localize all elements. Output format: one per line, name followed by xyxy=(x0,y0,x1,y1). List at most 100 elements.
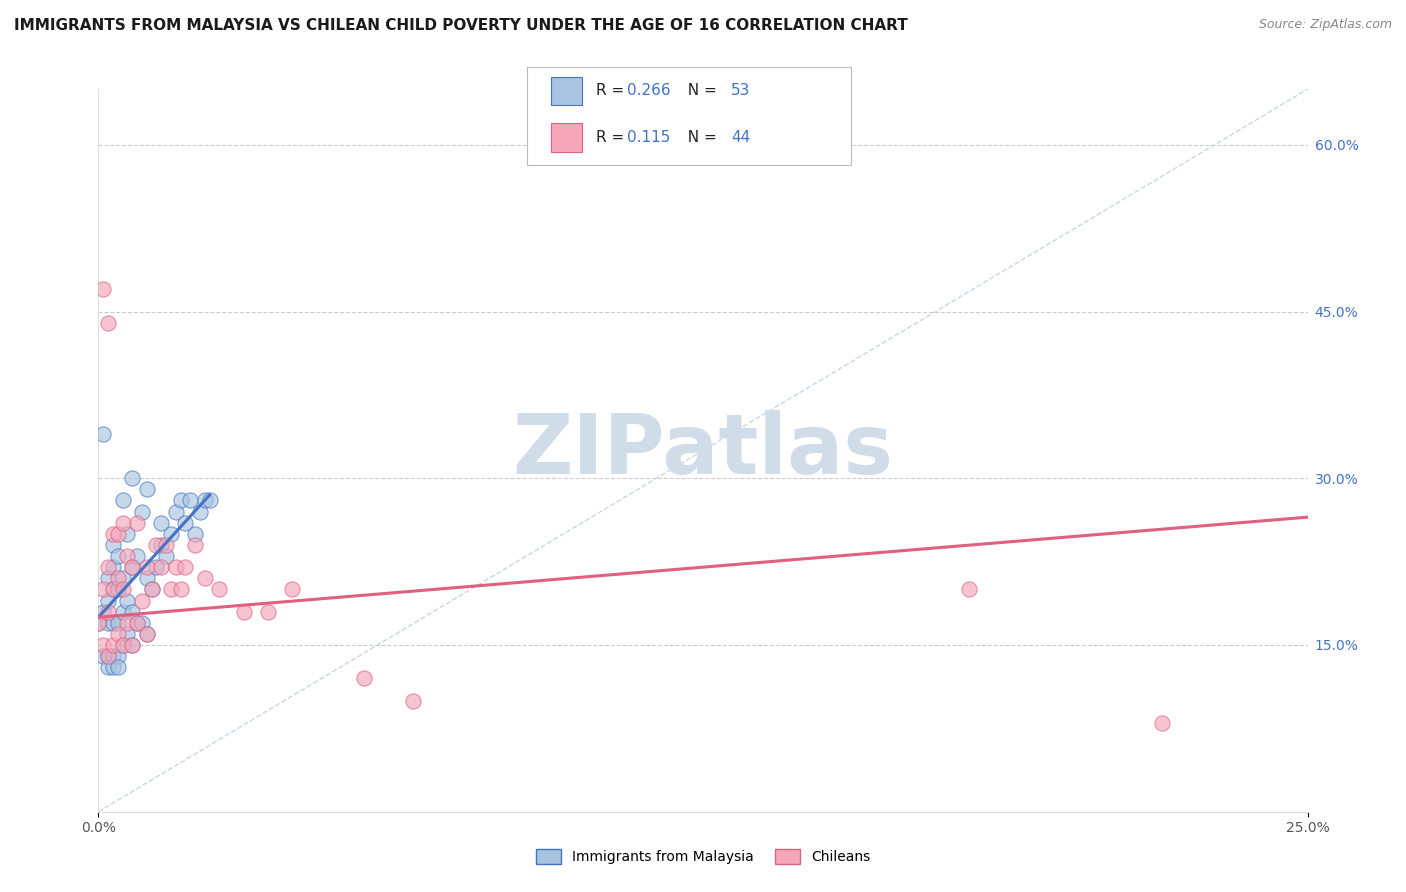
Point xyxy=(111,582,134,597)
Point xyxy=(150,560,173,574)
Point xyxy=(101,638,124,652)
Point xyxy=(188,505,211,519)
Point xyxy=(127,615,149,630)
Point xyxy=(91,649,114,664)
Point xyxy=(165,505,187,519)
Text: R =: R = xyxy=(596,84,630,98)
Point xyxy=(101,582,124,597)
Point xyxy=(141,582,163,597)
Point xyxy=(121,560,143,574)
Text: 53: 53 xyxy=(731,84,751,98)
Point xyxy=(97,560,120,574)
Point xyxy=(281,582,304,597)
Point xyxy=(150,538,173,552)
Point xyxy=(155,549,177,563)
Point xyxy=(117,593,139,607)
Point xyxy=(141,582,163,597)
Point xyxy=(101,538,124,552)
Point xyxy=(107,615,129,630)
Point xyxy=(111,493,134,508)
Point xyxy=(101,582,124,597)
Point xyxy=(121,471,143,485)
Point xyxy=(107,649,129,664)
Point xyxy=(194,571,217,585)
Point xyxy=(97,615,120,630)
Text: Source: ZipAtlas.com: Source: ZipAtlas.com xyxy=(1258,18,1392,31)
Point xyxy=(97,605,120,619)
Point xyxy=(160,582,183,597)
Point xyxy=(117,627,139,641)
Point xyxy=(155,538,177,552)
Text: IMMIGRANTS FROM MALAYSIA VS CHILEAN CHILD POVERTY UNDER THE AGE OF 16 CORRELATIO: IMMIGRANTS FROM MALAYSIA VS CHILEAN CHIL… xyxy=(14,18,908,33)
Point xyxy=(353,671,375,685)
Point xyxy=(145,560,167,574)
Point xyxy=(121,560,143,574)
Point xyxy=(145,538,167,552)
Point xyxy=(91,605,114,619)
Point xyxy=(107,526,129,541)
Point xyxy=(402,693,425,707)
Point xyxy=(174,516,197,530)
Point xyxy=(135,571,157,585)
Text: 0.266: 0.266 xyxy=(627,84,671,98)
Point xyxy=(111,638,134,652)
Point xyxy=(1152,715,1174,730)
Text: R =: R = xyxy=(596,130,634,145)
Point xyxy=(184,526,207,541)
Point xyxy=(107,571,129,585)
Point xyxy=(91,282,114,296)
Point xyxy=(121,638,143,652)
Point xyxy=(619,104,641,119)
Text: N =: N = xyxy=(678,130,721,145)
Point xyxy=(97,649,120,664)
Point xyxy=(135,627,157,641)
Point xyxy=(150,516,173,530)
Point xyxy=(107,582,129,597)
Point xyxy=(117,549,139,563)
Point xyxy=(198,493,221,508)
Point xyxy=(232,605,254,619)
Point xyxy=(208,582,231,597)
Point xyxy=(107,549,129,563)
Point xyxy=(91,638,114,652)
Point xyxy=(121,638,143,652)
Point xyxy=(97,571,120,585)
Point xyxy=(131,593,153,607)
Point xyxy=(111,516,134,530)
Point xyxy=(97,660,120,674)
Point xyxy=(194,493,217,508)
Point xyxy=(256,605,278,619)
Point xyxy=(160,526,183,541)
Point xyxy=(127,615,149,630)
Point xyxy=(131,615,153,630)
Point xyxy=(87,615,110,630)
Point xyxy=(169,493,191,508)
Point xyxy=(165,560,187,574)
Point xyxy=(101,526,124,541)
Point xyxy=(101,560,124,574)
Point xyxy=(97,593,120,607)
Point xyxy=(117,615,139,630)
Point xyxy=(101,649,124,664)
Point xyxy=(111,638,134,652)
Point xyxy=(957,582,980,597)
Point xyxy=(184,538,207,552)
Text: 44: 44 xyxy=(731,130,751,145)
Point xyxy=(97,649,120,664)
Point xyxy=(135,483,157,497)
Point xyxy=(127,549,149,563)
Point xyxy=(117,526,139,541)
Point xyxy=(91,582,114,597)
Text: N =: N = xyxy=(678,84,721,98)
Point xyxy=(87,615,110,630)
Point xyxy=(107,627,129,641)
Point xyxy=(179,493,201,508)
Point xyxy=(174,560,197,574)
Point xyxy=(135,627,157,641)
Point xyxy=(101,615,124,630)
Point xyxy=(101,660,124,674)
Legend: Immigrants from Malaysia, Chileans: Immigrants from Malaysia, Chileans xyxy=(530,844,876,870)
Point xyxy=(131,505,153,519)
Point xyxy=(97,316,120,330)
Point xyxy=(111,571,134,585)
